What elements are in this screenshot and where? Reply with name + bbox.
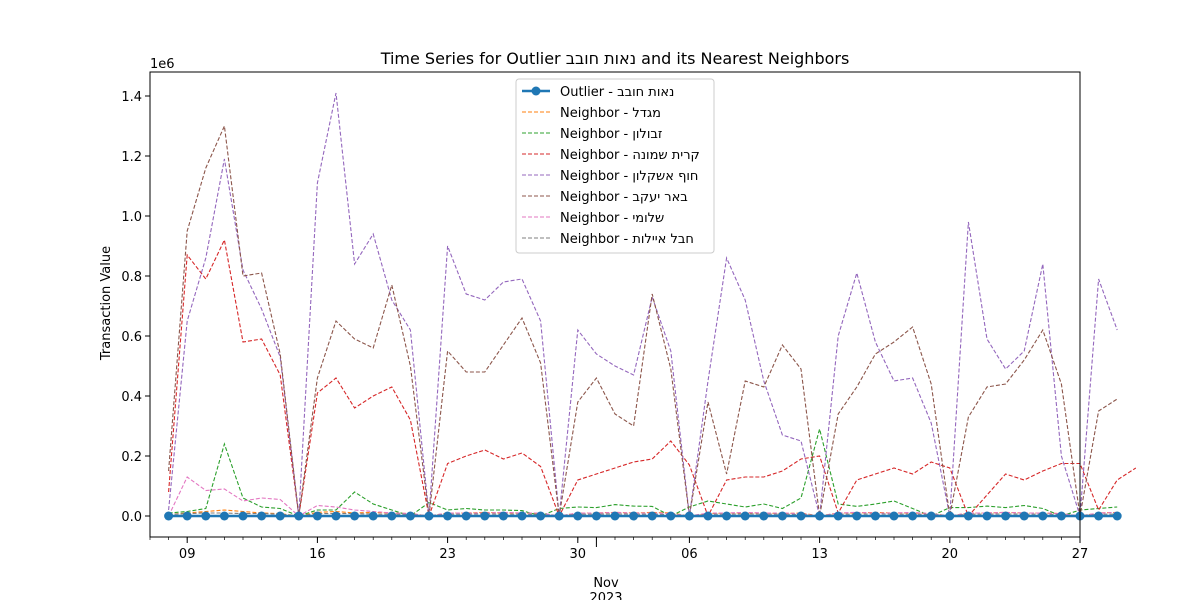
data-point-outlier bbox=[312, 511, 322, 521]
data-point-outlier bbox=[1112, 511, 1122, 521]
data-point-outlier bbox=[1001, 511, 1011, 521]
series-line-neighbor bbox=[168, 476, 1118, 517]
y-axis: 0.0 0.2 0.4 0.6 0.8 1.0 1.2 1.4 bbox=[121, 90, 150, 525]
series-line-neighbor bbox=[168, 426, 1118, 517]
data-point-outlier bbox=[870, 511, 880, 521]
data-point-outlier bbox=[852, 511, 862, 521]
data-point-outlier bbox=[368, 511, 378, 521]
legend-label: Neighbor - קרית שמונה bbox=[560, 148, 700, 163]
y-tick-label: 0.4 bbox=[121, 390, 142, 405]
data-point-outlier bbox=[926, 511, 936, 521]
y-axis-label: Transaction Value bbox=[99, 246, 114, 361]
data-point-outlier bbox=[740, 511, 750, 521]
legend-marker bbox=[531, 86, 541, 96]
legend: Outlier - נאות חובב Neighbor - מגדל Neighb… bbox=[515, 78, 715, 254]
data-point-outlier bbox=[573, 511, 583, 521]
legend-label: Neighbor - חוף אשקלון bbox=[560, 169, 698, 184]
legend-label: Neighbor - חבל איילות bbox=[560, 232, 694, 247]
x-tick-label: 16 bbox=[309, 547, 326, 562]
data-point-outlier bbox=[498, 511, 508, 521]
data-point-outlier bbox=[182, 511, 192, 521]
data-point-outlier bbox=[1038, 511, 1048, 521]
legend-label: Neighbor - מגדל bbox=[560, 106, 661, 121]
data-point-outlier bbox=[536, 511, 546, 521]
data-point-outlier bbox=[629, 511, 639, 521]
data-point-outlier bbox=[722, 511, 732, 521]
x-axis-label: Nov bbox=[593, 576, 619, 591]
data-point-outlier bbox=[164, 511, 174, 521]
data-point-outlier bbox=[908, 511, 918, 521]
data-point-outlier bbox=[610, 511, 620, 521]
legend-box bbox=[515, 78, 715, 254]
data-point-outlier bbox=[703, 511, 713, 521]
x-axis-label-year: 2023 bbox=[589, 591, 622, 600]
data-point-outlier bbox=[833, 511, 843, 521]
series-line-neighbor bbox=[168, 123, 1118, 517]
data-point-outlier bbox=[666, 511, 676, 521]
y-tick-label: 1.0 bbox=[121, 210, 142, 225]
data-point-outlier bbox=[963, 511, 973, 521]
y-tick-label: 0.8 bbox=[121, 270, 142, 285]
data-point-outlier bbox=[201, 511, 211, 521]
data-point-outlier bbox=[684, 511, 694, 521]
y-tick-label: 0.2 bbox=[121, 450, 142, 465]
data-point-outlier bbox=[257, 511, 267, 521]
data-point-outlier bbox=[387, 511, 397, 521]
legend-label: Outlier - נאות חובב bbox=[560, 85, 674, 100]
x-tick-label: 30 bbox=[570, 547, 587, 562]
x-tick-label: 20 bbox=[942, 547, 959, 562]
data-point-outlier bbox=[1056, 511, 1066, 521]
data-point-outlier bbox=[982, 511, 992, 521]
data-point-outlier bbox=[647, 511, 657, 521]
data-point-outlier bbox=[1094, 511, 1104, 521]
x-tick-label: 23 bbox=[439, 547, 456, 562]
data-point-outlier bbox=[777, 511, 787, 521]
data-point-outlier bbox=[350, 511, 360, 521]
y-multiplier-label: 1e6 bbox=[150, 57, 175, 72]
x-axis: 09 16 23 30 06 13 20 27 bbox=[149, 537, 1089, 562]
y-tick-label: 1.2 bbox=[121, 150, 142, 165]
data-point-outlier bbox=[275, 511, 285, 521]
x-tick-label: 09 bbox=[179, 547, 196, 562]
plot-area bbox=[149, 71, 1137, 538]
data-point-outlier bbox=[443, 511, 453, 521]
data-point-outlier bbox=[294, 511, 304, 521]
series-line-neighbor bbox=[168, 92, 1118, 517]
data-point-outlier bbox=[405, 511, 415, 521]
data-point-outlier bbox=[945, 511, 955, 521]
data-point-outlier bbox=[889, 511, 899, 521]
data-point-outlier bbox=[759, 511, 769, 521]
chart-title: Time Series for Outlier נאות חובב and it… bbox=[380, 49, 850, 68]
data-point-outlier bbox=[480, 511, 490, 521]
y-tick-label: 0.0 bbox=[121, 510, 142, 525]
data-point-outlier bbox=[1019, 511, 1029, 521]
data-point-outlier bbox=[554, 511, 564, 521]
x-tick-label: 13 bbox=[811, 547, 828, 562]
data-point-outlier bbox=[796, 511, 806, 521]
x-tick-label: 06 bbox=[681, 547, 698, 562]
data-point-outlier bbox=[238, 511, 248, 521]
legend-label: Neighbor - זבולון bbox=[560, 127, 662, 142]
legend-label: Neighbor - שלומי bbox=[560, 211, 664, 226]
x-tick-label: 27 bbox=[1072, 547, 1089, 562]
data-point-outlier bbox=[517, 511, 527, 521]
data-point-outlier bbox=[219, 511, 229, 521]
series-line-neighbor bbox=[168, 238, 1137, 519]
series-line-neighbor bbox=[168, 512, 1118, 517]
data-point-outlier bbox=[591, 511, 601, 521]
data-point-outlier bbox=[815, 511, 825, 521]
y-tick-label: 1.4 bbox=[121, 90, 142, 105]
data-point-outlier bbox=[331, 511, 341, 521]
data-point-outlier bbox=[424, 511, 434, 521]
y-tick-label: 0.6 bbox=[121, 330, 142, 345]
legend-label: Neighbor - באר יעקב bbox=[560, 190, 688, 205]
data-point-outlier bbox=[461, 511, 471, 521]
